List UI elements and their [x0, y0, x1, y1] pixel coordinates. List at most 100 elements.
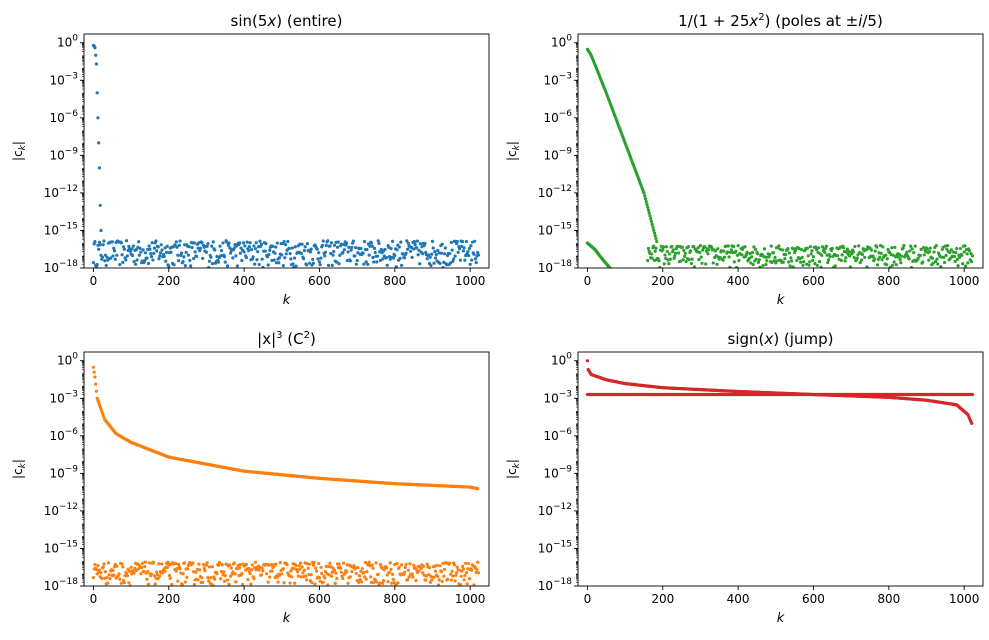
- data-point: [125, 254, 129, 258]
- data-point: [157, 257, 161, 261]
- data-point: [442, 252, 447, 256]
- data-point: [751, 262, 755, 267]
- data-point: [884, 253, 888, 257]
- data-point: [228, 246, 232, 250]
- data-point: [814, 247, 819, 252]
- data-point: [247, 566, 251, 571]
- data-point: [665, 249, 669, 254]
- data-point: [266, 580, 270, 584]
- data-point: [238, 566, 242, 570]
- data-point: [476, 560, 480, 564]
- data-point: [442, 574, 446, 578]
- y-tick-label: 10−9: [49, 464, 78, 480]
- data-point: [258, 239, 262, 243]
- data-point: [410, 572, 414, 576]
- data-point: [196, 578, 200, 582]
- data-point: [145, 577, 149, 581]
- data-point: [670, 244, 674, 249]
- data-point: [222, 255, 227, 259]
- data-point: [872, 257, 877, 261]
- data-point: [407, 575, 411, 579]
- data-point: [430, 578, 434, 582]
- data-point: [264, 242, 268, 246]
- data-point: [366, 242, 371, 246]
- x-tick-label: 1000: [949, 592, 980, 606]
- data-point: [154, 239, 158, 243]
- data-point: [146, 569, 150, 574]
- data-point: [192, 256, 196, 261]
- data-point: [952, 254, 956, 259]
- data-point: [415, 568, 419, 572]
- data-point: [329, 251, 333, 256]
- data-point: [969, 252, 973, 256]
- data-point: [210, 244, 214, 248]
- data-point: [462, 246, 466, 250]
- data-point: [314, 566, 318, 570]
- data-point: [762, 247, 767, 251]
- data-point: [684, 259, 688, 264]
- data-point: [137, 253, 141, 257]
- data-point: [359, 246, 363, 251]
- x-tick-label: 400: [233, 274, 256, 288]
- x-tick-label: 1000: [949, 274, 980, 288]
- data-point: [425, 257, 429, 261]
- data-point: [221, 241, 225, 245]
- y-tick-label: 100: [57, 352, 78, 368]
- data-point: [672, 256, 676, 260]
- data-point: [200, 576, 204, 580]
- data-point: [475, 567, 479, 571]
- y-tick-label: 10−18: [44, 577, 79, 593]
- data-point: [155, 570, 159, 574]
- axes-frame: [577, 33, 984, 269]
- data-point: [360, 580, 364, 584]
- data-point: [311, 257, 315, 261]
- data-point: [158, 254, 162, 258]
- data-point: [121, 245, 126, 249]
- data-point: [470, 568, 474, 572]
- data-point: [458, 258, 462, 262]
- data-point: [119, 241, 123, 245]
- data-point: [722, 249, 726, 253]
- data-point: [222, 579, 227, 583]
- data-point: [732, 260, 736, 264]
- data-point: [152, 560, 156, 565]
- data-point: [808, 245, 813, 249]
- data-point: [248, 571, 252, 576]
- data-point: [280, 572, 284, 576]
- data-point: [469, 244, 473, 248]
- data-point: [970, 392, 975, 397]
- x-tick-label: 600: [308, 274, 331, 288]
- x-tick-label: 800: [877, 274, 900, 288]
- data-point: [692, 244, 696, 249]
- data-point: [844, 256, 848, 260]
- data-point: [140, 561, 144, 566]
- data-point: [364, 577, 368, 581]
- data-point: [317, 576, 322, 580]
- data-point: [860, 258, 864, 262]
- data-point: [247, 249, 251, 253]
- data-point: [394, 265, 398, 268]
- data-point: [663, 253, 667, 257]
- data-point: [885, 257, 889, 261]
- data-point: [300, 565, 304, 569]
- data-point: [289, 257, 293, 261]
- data-point: [912, 251, 916, 255]
- data-point: [169, 250, 173, 254]
- data-point: [160, 562, 164, 566]
- data-point: [100, 255, 105, 259]
- data-point: [933, 259, 938, 264]
- data-point: [317, 260, 322, 264]
- data-point: [282, 240, 286, 244]
- data-point: [320, 571, 324, 576]
- data-point: [826, 258, 831, 262]
- data-point: [758, 265, 762, 268]
- data-point: [808, 260, 812, 264]
- data-point: [921, 260, 925, 264]
- data-point: [146, 261, 151, 266]
- data-point: [406, 247, 410, 251]
- data-point: [319, 256, 323, 260]
- x-tick-label: 400: [233, 592, 256, 606]
- data-point: [232, 561, 236, 565]
- chart-title: |x|3 (C2): [257, 330, 316, 348]
- data-point: [703, 245, 707, 249]
